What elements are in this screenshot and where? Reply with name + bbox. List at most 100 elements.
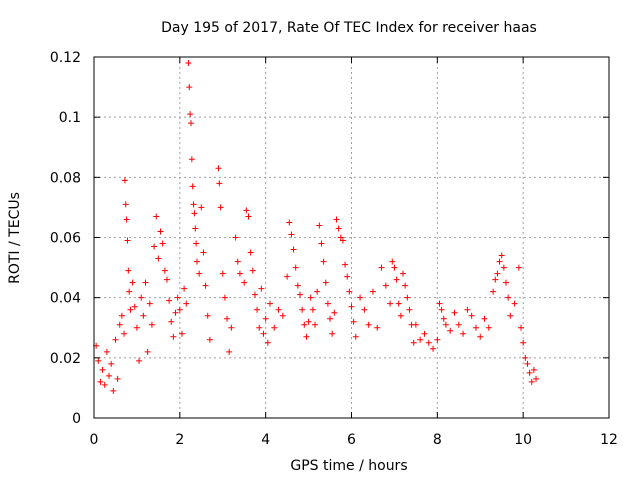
data-point <box>146 300 153 307</box>
data-point <box>127 306 134 313</box>
data-point <box>400 270 406 277</box>
data-point <box>530 366 537 373</box>
data-point <box>264 339 271 346</box>
x-tick-label: 4 <box>261 432 270 448</box>
data-point <box>301 321 308 328</box>
data-point <box>166 297 173 304</box>
data-point <box>181 285 188 292</box>
data-point <box>421 330 428 337</box>
data-point <box>192 225 199 232</box>
data-point <box>114 375 121 382</box>
data-point <box>106 372 113 379</box>
data-point <box>477 333 484 340</box>
x-axis: 0 2 4 6 8 10 12 <box>90 57 618 448</box>
data-point <box>271 324 278 331</box>
data-point <box>124 237 131 244</box>
data-point <box>262 315 269 322</box>
data-point <box>503 279 509 286</box>
data-point <box>533 375 540 382</box>
data-point <box>172 309 179 316</box>
data-point <box>314 288 321 295</box>
data-point <box>200 249 207 256</box>
data-point <box>215 165 222 172</box>
data-point <box>496 258 503 265</box>
data-point <box>524 360 531 367</box>
data-point <box>378 264 385 271</box>
data-point <box>221 294 228 301</box>
data-point <box>406 306 413 313</box>
data-point <box>324 300 331 307</box>
x-tick-label: 12 <box>600 432 618 448</box>
data-point <box>204 312 211 319</box>
data-point <box>217 204 224 211</box>
data-point <box>297 291 303 298</box>
data-point <box>322 279 329 286</box>
data-point <box>260 330 267 337</box>
data-point <box>161 267 168 274</box>
data-point <box>436 300 443 307</box>
data-point <box>216 180 223 187</box>
data-point <box>455 321 462 328</box>
y-tick-label: 0 <box>72 411 81 427</box>
data-point <box>226 348 233 355</box>
y-tick-label: 0.12 <box>50 50 81 66</box>
data-point <box>352 333 359 340</box>
data-point <box>515 264 522 271</box>
data-point <box>438 306 445 313</box>
data-point <box>122 201 129 208</box>
data-point <box>284 273 291 280</box>
data-point <box>112 336 119 343</box>
data-point <box>224 315 231 322</box>
grid-layer <box>94 57 609 418</box>
data-point <box>511 300 518 307</box>
data-point <box>331 309 338 316</box>
data-point <box>157 228 164 235</box>
data-point <box>174 294 181 301</box>
data-point <box>286 219 293 226</box>
data-point <box>404 294 411 301</box>
data-point <box>292 264 299 271</box>
data-point <box>187 111 194 118</box>
data-point <box>138 294 145 301</box>
data-point <box>178 330 185 337</box>
data-point <box>468 312 475 319</box>
data-point <box>290 246 297 253</box>
data-point <box>249 267 256 274</box>
data-point <box>410 339 417 346</box>
data-point <box>129 279 136 286</box>
data-point <box>144 348 151 355</box>
data-point <box>101 381 108 388</box>
data-point <box>234 258 241 265</box>
data-point <box>327 315 334 322</box>
x-tick-label: 6 <box>347 432 356 448</box>
data-point <box>148 321 155 328</box>
data-point <box>245 213 252 220</box>
data-point <box>365 321 372 328</box>
data-point <box>186 84 193 91</box>
y-tick-label: 0.08 <box>50 170 81 186</box>
data-point <box>490 288 497 295</box>
data-point <box>397 312 404 319</box>
data-point <box>395 300 402 307</box>
data-point <box>95 357 102 364</box>
data-point <box>168 318 175 325</box>
data-point <box>99 366 106 373</box>
data-point <box>123 216 130 223</box>
data-point <box>232 234 239 241</box>
data-point <box>369 288 376 295</box>
data-point <box>110 387 117 394</box>
data-point <box>333 216 340 223</box>
data-point <box>155 255 162 262</box>
data-point <box>393 276 400 283</box>
data-point <box>309 306 316 313</box>
data-point <box>505 294 512 301</box>
data-point <box>126 288 133 295</box>
data-point <box>153 213 160 220</box>
data-point <box>389 258 396 265</box>
data-point <box>275 306 282 313</box>
data-point <box>189 183 196 190</box>
data-point <box>118 312 125 319</box>
data-point <box>500 264 507 271</box>
data-point <box>97 378 104 385</box>
